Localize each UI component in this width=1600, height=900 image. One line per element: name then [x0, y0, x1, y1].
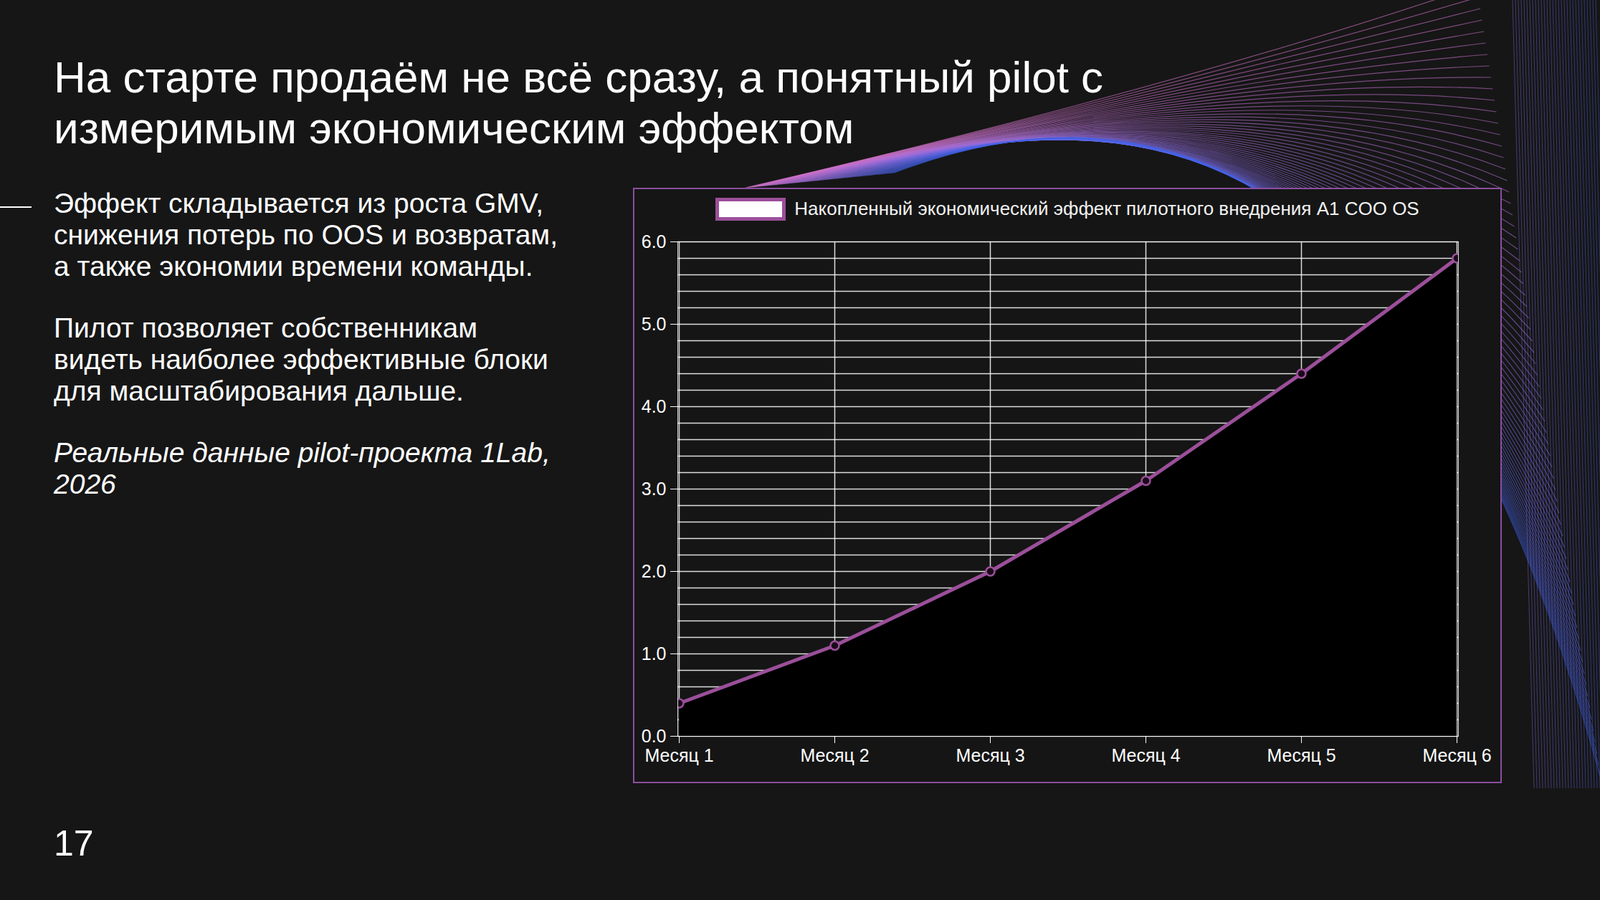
svg-text:1.0: 1.0 — [641, 643, 667, 664]
html-text:Эффект складывается из роста G: Эффект складывается из роста GMV, снижен… — [53, 187, 558, 282]
svg-text:Месяц 6: Месяц 6 — [1422, 745, 1492, 766]
svg-text:2.0: 2.0 — [641, 561, 667, 582]
svg-text:Месяц 3: Месяц 3 — [955, 745, 1025, 766]
html-text:17: 17 — [53, 823, 94, 864]
svg-text:4.0: 4.0 — [641, 396, 667, 417]
svg-text:Месяц 4: Месяц 4 — [1111, 745, 1180, 766]
svg-text:3.0: 3.0 — [641, 478, 667, 499]
svg-text:Месяц 1: Месяц 1 — [644, 745, 714, 766]
html-text:Накопленный экономический эффе: Накопленный экономический эффект пилотно… — [794, 197, 1420, 220]
html-text:Пилот позволяет собственникам: Пилот позволяет собственникам видеть наи… — [53, 312, 549, 407]
svg-text:5.0: 5.0 — [641, 313, 667, 335]
svg-text:0.0: 0.0 — [641, 726, 667, 747]
html-text:На старте продаём не всё сразу: На старте продаём не всё сразу, а понятн… — [53, 52, 1104, 153]
svg-text:Месяц 5: Месяц 5 — [1266, 745, 1336, 766]
html-text:Реальные данные pilot-проекта: Реальные данные pilot-проекта 1Lab, 2026 — [53, 437, 551, 500]
svg-text:Месяц 2: Месяц 2 — [800, 745, 869, 766]
svg-text:6.0: 6.0 — [641, 231, 667, 252]
